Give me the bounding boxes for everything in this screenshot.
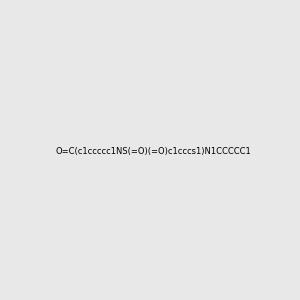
Text: O=C(c1ccccc1NS(=O)(=O)c1cccs1)N1CCCCC1: O=C(c1ccccc1NS(=O)(=O)c1cccs1)N1CCCCC1: [56, 147, 252, 156]
